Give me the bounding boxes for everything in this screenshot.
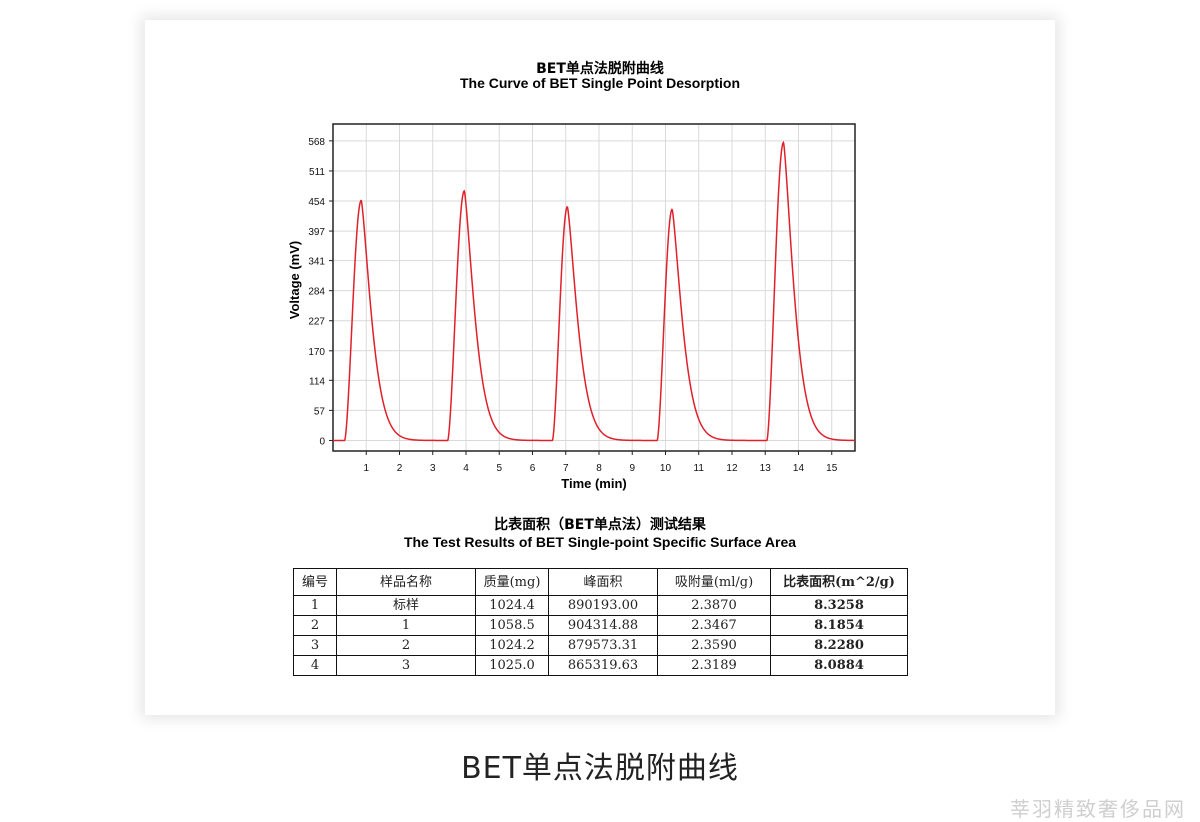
y-tick-label: 0 (319, 436, 325, 447)
x-tick-label: 12 (726, 463, 738, 474)
cell-mass: 1025.0 (475, 655, 549, 676)
cell-surface-area: 8.0884 (770, 655, 908, 676)
cell-peak-area: 890193.00 (548, 595, 658, 616)
y-tick-label: 568 (308, 137, 325, 148)
cell-peak-area: 879573.31 (548, 635, 658, 656)
table-row: 1 标样 1024.4 890193.00 2.3870 8.3258 (293, 595, 908, 616)
y-tick-label: 397 (308, 227, 325, 238)
table-row: 4 3 1025.0 865319.63 2.3189 8.0884 (293, 655, 908, 676)
y-tick-label: 114 (309, 376, 325, 387)
header-adsorption: 吸附量(ml/g) (657, 568, 771, 596)
x-tick-label: 9 (629, 463, 635, 474)
header-surface-area: 比表面积(m^2/g) (770, 568, 908, 596)
x-tick-label: 4 (463, 463, 469, 474)
y-tick-label: 227 (308, 317, 325, 328)
x-axis-label: Time (min) (561, 476, 627, 491)
header-sample-name: 样品名称 (336, 568, 476, 596)
chart-grid (333, 124, 855, 451)
cell-mass: 1024.2 (475, 635, 549, 656)
y-tick-label: 170 (308, 347, 325, 358)
cell-peak-area: 865319.63 (548, 655, 658, 676)
cell-surface-area: 8.2280 (770, 635, 908, 656)
table-title-en: The Test Results of BET Single-point Spe… (403, 534, 797, 550)
y-tick-label: 341 (308, 257, 325, 268)
x-tick-label: 7 (563, 463, 569, 474)
x-tick-label: 14 (793, 463, 805, 474)
cell-peak-area: 904314.88 (548, 615, 658, 636)
cell-mass: 1024.4 (475, 595, 549, 616)
series-line (333, 140, 856, 442)
cell-id: 2 (293, 615, 337, 636)
header-id: 编号 (293, 568, 337, 596)
chart-title-en: The Curve of BET Single Point Desorption (459, 75, 740, 91)
y-axis-label: Voltage (mV) (287, 241, 302, 320)
cell-id: 1 (293, 595, 337, 616)
cell-sample-name: 标样 (336, 595, 476, 616)
x-tick-label: 15 (826, 463, 838, 474)
cell-mass: 1058.5 (475, 615, 549, 636)
watermark-text: 莘羽精致奢侈品网 (1010, 797, 1186, 821)
x-tick-label: 5 (496, 463, 502, 474)
table-title-cn: 比表面积（BET单点法）测试结果 (494, 517, 706, 533)
x-tick-label: 6 (530, 463, 536, 474)
chart-title-cn: BET单点法脱附曲线 (536, 61, 664, 77)
figure-caption: BET单点法脱附曲线 (461, 751, 739, 786)
x-tick-label: 13 (760, 463, 772, 474)
header-mass: 质量(mg) (475, 568, 549, 596)
cell-id: 4 (293, 655, 337, 676)
x-tick-label: 11 (694, 463, 705, 474)
cell-sample-name: 1 (336, 615, 476, 636)
cell-adsorption: 2.3467 (657, 615, 771, 636)
table-row: 2 1 1058.5 904314.88 2.3467 8.1854 (293, 615, 908, 636)
header-peak-area: 峰面积 (548, 568, 658, 596)
cell-id: 3 (293, 635, 337, 656)
x-tick-label: 3 (430, 463, 436, 474)
x-tick-label: 2 (397, 463, 403, 474)
cell-surface-area: 8.3258 (770, 595, 908, 616)
y-tick-label: 57 (314, 406, 326, 417)
x-tick-label: 10 (660, 463, 672, 474)
table-header-row: 编号 样品名称 质量(mg) 峰面积 吸附量(ml/g) 比表面积(m^2/g) (293, 568, 908, 596)
cell-sample-name: 3 (336, 655, 476, 676)
results-table: 编号 样品名称 质量(mg) 峰面积 吸附量(ml/g) 比表面积(m^2/g)… (293, 568, 908, 676)
cell-sample-name: 2 (336, 635, 476, 656)
cell-surface-area: 8.1854 (770, 615, 908, 636)
cell-adsorption: 2.3189 (657, 655, 771, 676)
cell-adsorption: 2.3590 (657, 635, 771, 656)
y-tick-label: 511 (309, 167, 325, 178)
cell-adsorption: 2.3870 (657, 595, 771, 616)
table-row: 3 2 1024.2 879573.31 2.3590 8.2280 (293, 635, 908, 656)
x-tick-label: 1 (363, 463, 369, 474)
x-tick-label: 8 (596, 463, 602, 474)
plot-frame (332, 123, 856, 452)
y-tick-label: 284 (308, 287, 325, 298)
y-tick-label: 454 (308, 197, 325, 208)
